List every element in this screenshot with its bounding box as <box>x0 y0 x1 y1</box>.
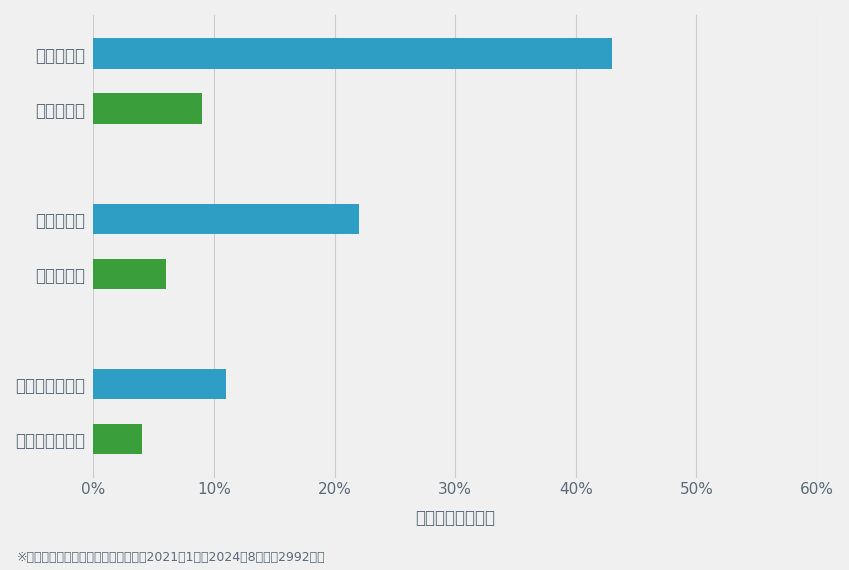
Bar <box>93 259 166 289</box>
X-axis label: 件数の割合（％）: 件数の割合（％） <box>415 508 495 527</box>
Text: ※弊社受付の案件を対象に集計（期間2021年1月～2024年8月、誈2992件）: ※弊社受付の案件を対象に集計（期間2021年1月～2024年8月、誈2992件） <box>17 551 326 564</box>
Bar <box>93 424 142 454</box>
Bar <box>93 93 202 124</box>
Bar <box>93 203 358 234</box>
Bar <box>93 369 226 399</box>
Bar <box>93 38 612 69</box>
